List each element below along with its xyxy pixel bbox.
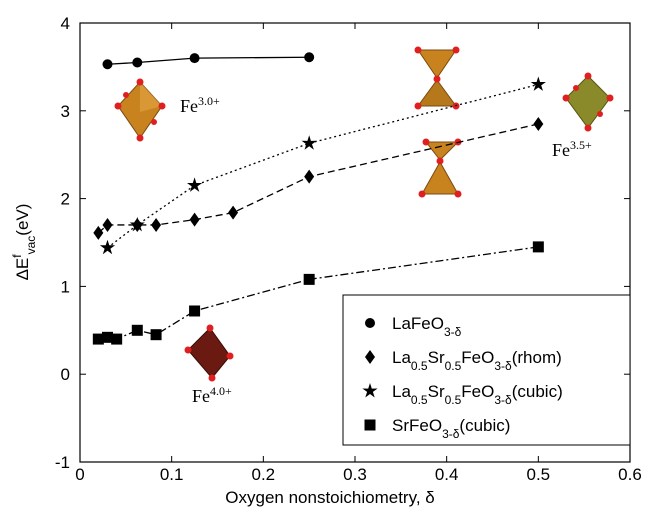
marker-diamond — [102, 217, 113, 232]
marker-circle — [132, 57, 143, 68]
legend-label: La0.5Sr0.5FeO3-δ(rhom) — [392, 348, 562, 373]
annotation: Fe3.0+ — [180, 94, 220, 116]
marker-square — [150, 329, 162, 341]
octahedron-fe40 — [184, 324, 234, 382]
marker-square — [189, 305, 201, 317]
legend-label: SrFeO3-δ(cubic) — [392, 416, 510, 441]
y-tick-label: 3 — [61, 102, 70, 121]
octahedron-pair-mid — [418, 138, 462, 198]
marker-diamond — [93, 225, 104, 240]
series-line — [107, 83, 539, 249]
x-tick-label: 0.2 — [252, 465, 276, 484]
marker-square — [92, 333, 104, 345]
legend-marker — [364, 419, 376, 431]
x-tick-label: 0 — [75, 465, 84, 484]
y-tick-label: 1 — [61, 277, 70, 296]
y-tick-label: 4 — [61, 14, 70, 33]
marker-circle — [304, 52, 315, 63]
marker-square — [303, 273, 315, 285]
legend-label: La0.5Sr0.5FeO3-δ(cubic) — [392, 382, 563, 407]
octahedron-fe30 — [114, 78, 166, 142]
legend-marker — [365, 350, 375, 364]
annotation: Fe4.0+ — [192, 384, 232, 406]
y-tick-label: 0 — [61, 365, 70, 384]
octahedron-fe35 — [562, 72, 614, 132]
y-tick-label: -1 — [55, 453, 70, 472]
series-line — [98, 246, 539, 340]
marker-circle — [189, 53, 200, 64]
marker-star — [301, 135, 317, 150]
marker-diamond — [189, 212, 200, 227]
marker-star — [187, 177, 203, 192]
marker-square — [131, 324, 143, 336]
x-tick-label: 0.4 — [435, 465, 459, 484]
marker-star — [129, 216, 145, 232]
marker-square — [111, 333, 123, 345]
y-tick-label: 2 — [61, 190, 70, 209]
y-axis-label: ΔEfvac(eV) — [10, 204, 38, 281]
legend-marker — [365, 318, 375, 328]
x-tick-label: 0.6 — [618, 465, 642, 484]
marker-diamond — [533, 116, 544, 131]
marker-diamond — [151, 217, 162, 232]
x-tick-label: 0.3 — [343, 465, 367, 484]
marker-diamond — [304, 169, 315, 184]
marker-circle — [102, 59, 113, 70]
marker-star — [530, 76, 546, 91]
x-tick-label: 0.1 — [160, 465, 184, 484]
legend-label: LaFeO3-δ — [392, 314, 462, 339]
marker-square — [102, 331, 113, 343]
series-line — [97, 123, 539, 234]
annotation: Fe3.5+ — [552, 138, 592, 160]
x-axis-label: Oxygen nonstoichiometry, δ — [225, 488, 434, 507]
octahedron-pair-top — [414, 46, 460, 110]
marker-diamond — [228, 205, 239, 220]
marker-star — [99, 239, 116, 255]
x-tick-label: 0.5 — [527, 465, 551, 484]
marker-square — [532, 241, 544, 253]
series-line — [107, 56, 310, 65]
legend-marker — [362, 383, 378, 398]
legend-box — [342, 294, 631, 446]
